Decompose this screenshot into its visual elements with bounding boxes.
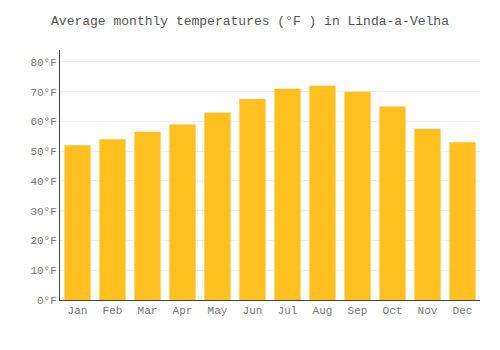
svg-text:10°F: 10°F (30, 265, 56, 277)
svg-text:Dec: Dec (453, 305, 473, 317)
svg-text:Aug: Aug (313, 305, 333, 317)
svg-text:Nov: Nov (418, 305, 438, 317)
svg-text:60°F: 60°F (30, 116, 56, 128)
svg-text:Jun: Jun (243, 305, 263, 317)
svg-text:Mar: Mar (138, 305, 158, 317)
svg-text:30°F: 30°F (30, 206, 56, 218)
svg-text:0°F: 0°F (37, 295, 57, 307)
svg-text:Jul: Jul (278, 305, 298, 317)
svg-text:20°F: 20°F (30, 235, 56, 247)
svg-text:Feb: Feb (103, 305, 123, 317)
svg-text:80°F: 80°F (30, 57, 56, 69)
svg-text:Jan: Jan (68, 305, 88, 317)
svg-text:70°F: 70°F (30, 87, 56, 99)
svg-text:Average monthly temperatures (: Average monthly temperatures (°F ) in Li… (51, 14, 449, 29)
svg-text:May: May (208, 305, 228, 317)
svg-text:Sep: Sep (348, 305, 368, 317)
svg-text:Apr: Apr (173, 305, 193, 317)
svg-text:Oct: Oct (383, 305, 403, 317)
svg-text:50°F: 50°F (30, 146, 56, 158)
svg-text:40°F: 40°F (30, 176, 56, 188)
